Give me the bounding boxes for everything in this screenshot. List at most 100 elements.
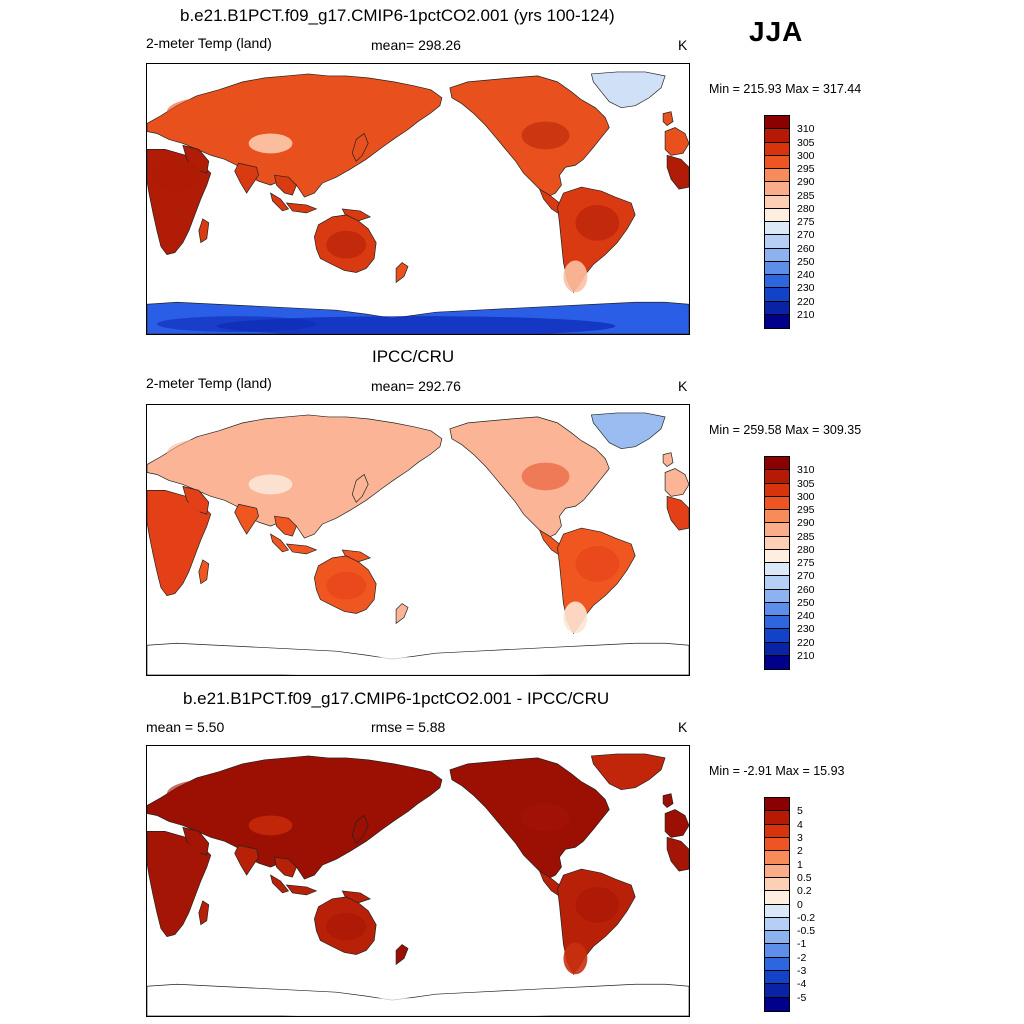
land-uk xyxy=(662,452,674,467)
colorbar-swatch xyxy=(765,208,789,222)
colorbar-swatch xyxy=(765,877,789,892)
panel3-minmax: Min = -2.91 Max = 15.93 xyxy=(709,764,845,778)
colorbar-tick-label: 285 xyxy=(797,530,815,543)
land-japan xyxy=(351,814,369,844)
panel2-units: K xyxy=(678,378,688,394)
land-indonesia xyxy=(285,202,318,214)
land-westafrica xyxy=(666,495,689,531)
colorbar-swatch xyxy=(765,931,789,945)
season-label: JJA xyxy=(749,16,804,47)
land-greenland xyxy=(590,412,666,450)
colorbar-swatch xyxy=(765,944,789,958)
panel1-colorbar xyxy=(764,115,790,329)
colorbar-swatch xyxy=(765,917,789,932)
colorbar-swatch xyxy=(765,642,789,656)
land-madagascar xyxy=(198,900,210,926)
panel2-mean: mean= 292.76 xyxy=(371,378,461,394)
colorbar-swatch xyxy=(765,235,789,249)
land-japan xyxy=(351,473,369,503)
colorbar-swatch xyxy=(765,655,789,669)
colorbar-tick-label: 210 xyxy=(797,649,815,662)
colorbar-tick-label: 220 xyxy=(797,295,815,308)
colorbar-tick-label: 300 xyxy=(797,149,815,162)
colorbar-swatch xyxy=(765,536,789,550)
colorbar-tick-label: -3 xyxy=(797,965,807,978)
panel2-variable-label: 2-meter Temp (land) xyxy=(146,375,272,391)
colorbar-swatch xyxy=(765,142,789,156)
colorbar-swatch xyxy=(765,629,789,643)
colorbar-tick-label: 250 xyxy=(797,255,815,268)
panel2-colorbar xyxy=(764,456,790,670)
colorbar-tick-label: 220 xyxy=(797,636,815,649)
colorbar-swatch xyxy=(765,248,789,262)
colorbar-tick-label: 285 xyxy=(797,189,815,202)
colorbar-tick-label: 5 xyxy=(797,805,803,818)
panel3-title: b.e21.B1PCT.f09_g17.CMIP6-1pctCO2.001 - … xyxy=(183,689,610,708)
colorbar-swatch xyxy=(765,510,789,524)
colorbar-tick-label: 290 xyxy=(797,517,815,530)
land-madagascar xyxy=(198,559,210,585)
colorbar-swatch xyxy=(765,602,789,616)
colorbar-swatch xyxy=(765,261,789,275)
land-sumatra xyxy=(270,192,290,212)
colorbar-tick-label: 270 xyxy=(797,570,815,583)
panel1-minmax: Min = 215.93 Max = 317.44 xyxy=(709,82,862,96)
colorbar-swatch xyxy=(765,997,789,1011)
colorbar-tick-label: -0.2 xyxy=(797,911,816,924)
colorbar-tick-label: 270 xyxy=(797,229,815,242)
colorbar-swatch xyxy=(765,129,789,143)
colorbar-swatch xyxy=(765,301,789,315)
colorbar-swatch xyxy=(765,616,789,630)
colorbar-tick-label: 230 xyxy=(797,623,815,636)
colorbar-swatch xyxy=(765,195,789,209)
colorbar-swatch xyxy=(765,563,789,577)
colorbar-swatch xyxy=(765,457,789,471)
colorbar-tick-label: -0.5 xyxy=(797,925,816,938)
colorbar-swatch xyxy=(765,169,789,183)
colorbar-swatch xyxy=(765,275,789,289)
colorbar-swatch xyxy=(765,155,789,169)
colorbar-swatch xyxy=(765,957,789,972)
land-arabia xyxy=(182,144,210,174)
land-westafrica xyxy=(666,154,689,190)
land-greenland xyxy=(590,753,666,791)
colorbar-tick-label: -1 xyxy=(797,938,807,951)
colorbar-tick-label: 240 xyxy=(797,269,815,281)
land-madagascar xyxy=(198,218,210,244)
colorbar-swatch xyxy=(765,288,789,302)
land-sumatra xyxy=(270,533,290,553)
panel1-units: K xyxy=(678,37,688,53)
colorbar-tick-label: 0.2 xyxy=(797,885,812,898)
colorbar-swatch xyxy=(765,523,789,537)
land-westeurope xyxy=(664,468,689,497)
colorbar-tick-label: -2 xyxy=(797,951,807,964)
land-uk xyxy=(662,111,674,126)
colorbar-swatch xyxy=(765,824,789,838)
colorbar-tick-label: 305 xyxy=(797,477,815,490)
panel2-title: IPCC/CRU xyxy=(372,347,455,366)
land-westafrica xyxy=(666,836,689,872)
colorbar-swatch xyxy=(765,589,789,603)
land-uk xyxy=(662,793,674,808)
land-india xyxy=(234,503,259,535)
land-arabia xyxy=(182,826,210,856)
colorbar-tick-label: 3 xyxy=(797,831,803,844)
land-arabia xyxy=(182,485,210,515)
colorbar-swatch xyxy=(765,470,789,484)
land-greenland xyxy=(590,71,666,109)
land-nz xyxy=(395,944,409,966)
colorbar-tick-label: 310 xyxy=(797,123,815,136)
land-seasia xyxy=(274,174,297,196)
colorbar-tick-label: 295 xyxy=(797,504,815,516)
land-indonesia xyxy=(285,884,318,896)
panel1-map xyxy=(146,63,690,335)
colorbar-tick-label: 240 xyxy=(797,610,815,622)
colorbar-swatch xyxy=(765,891,789,905)
colorbar-tick-label: 300 xyxy=(797,490,815,503)
colorbar-swatch xyxy=(765,314,789,328)
colorbar-swatch xyxy=(765,496,789,510)
panel3-mean: mean = 5.50 xyxy=(146,719,225,735)
colorbar-swatch xyxy=(765,904,789,918)
colorbar-tick-label: 310 xyxy=(797,464,815,477)
panel1-variable-label: 2-meter Temp (land) xyxy=(146,35,272,51)
